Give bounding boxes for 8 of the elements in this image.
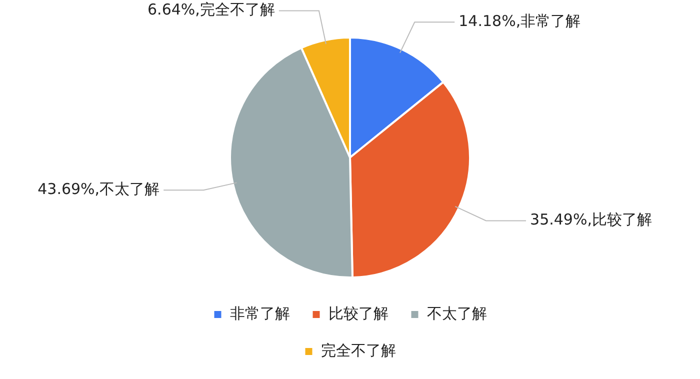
legend-label: 完全不了解 bbox=[320, 341, 396, 360]
legend-label: 不太了解 bbox=[426, 304, 487, 322]
data-label: 6.64%,完全不了解 bbox=[148, 0, 275, 19]
data-label: 35.49%,比较了解 bbox=[530, 210, 652, 229]
data-label: 14.18%,非常了解 bbox=[458, 12, 581, 30]
data-label: 43.69%,不太了解 bbox=[38, 180, 160, 198]
legend-label: 比较了解 bbox=[328, 304, 388, 322]
legend-label: 非常了解 bbox=[230, 304, 290, 322]
